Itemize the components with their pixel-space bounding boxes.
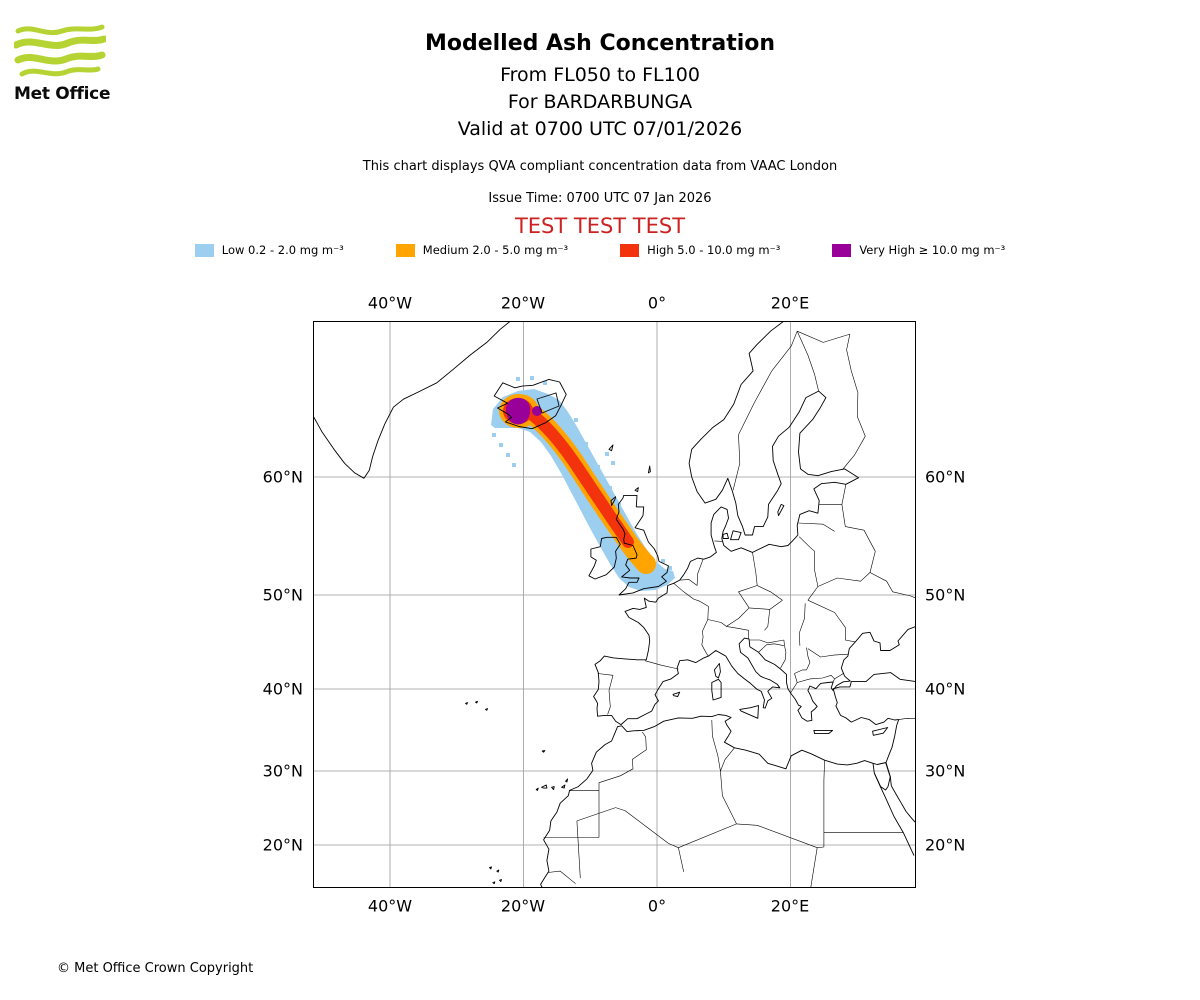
legend-swatch — [620, 243, 640, 257]
legend-item-low: Low 0.2 - 2.0 mg m⁻³ — [194, 243, 344, 257]
contour-outline — [536, 392, 560, 414]
legend-label: Very High ≥ 10.0 mg m⁻³ — [859, 243, 1006, 257]
legend-item-medium: Medium 2.0 - 5.0 mg m⁻³ — [395, 243, 569, 257]
lon-tick-label-top: 20°W — [500, 293, 546, 313]
lat-tick-label-left: 50°N — [262, 585, 303, 605]
legend-item-high: High 5.0 - 10.0 mg m⁻³ — [620, 243, 780, 257]
lon-tick-label-bottom: 0° — [647, 896, 667, 916]
subtitle-volcano: For BARDARBUNGA — [507, 91, 693, 113]
lat-tick-label-right: 20°N — [925, 835, 966, 855]
legend-item-very-high: Very High ≥ 10.0 mg m⁻³ — [832, 243, 1005, 257]
lat-tick-label-right: 50°N — [925, 585, 966, 605]
lon-tick-label-top: 40°W — [367, 293, 413, 313]
subtitle-valid-time: Valid at 0700 UTC 07/01/2026 — [457, 118, 743, 140]
met-office-logo: Met Office — [14, 22, 124, 104]
lat-tick-label-right: 60°N — [925, 467, 966, 487]
subtitle-flight-levels: From FL050 to FL100 — [500, 64, 700, 86]
legend-label: Medium 2.0 - 5.0 mg m⁻³ — [422, 243, 569, 257]
legend-swatch — [832, 243, 852, 257]
lat-tick-label-right: 30°N — [925, 761, 966, 781]
qva-compliance-note: This chart displays QVA compliant concen… — [362, 159, 838, 174]
met-office-waves-icon — [14, 24, 106, 77]
legend-swatch — [194, 243, 214, 257]
lon-tick-label-bottom: 20°W — [500, 896, 546, 916]
lon-tick-label-top: 20°E — [770, 293, 810, 313]
legend-swatch — [395, 243, 415, 257]
map — [313, 321, 916, 888]
lon-tick-label-bottom: 20°E — [770, 896, 810, 916]
plume-very-high — [505, 397, 531, 425]
legend-label: High 5.0 - 10.0 mg m⁻³ — [647, 243, 781, 257]
lat-tick-label-left: 20°N — [262, 835, 303, 855]
legend: Low 0.2 - 2.0 mg m⁻³ Medium 2.0 - 5.0 mg … — [0, 243, 1200, 257]
lon-tick-label-top: 0° — [647, 293, 667, 313]
lat-tick-label-left: 40°N — [262, 679, 303, 699]
lat-tick-label-left: 30°N — [262, 761, 303, 781]
lat-tick-label-left: 60°N — [262, 467, 303, 487]
legend-label: Low 0.2 - 2.0 mg m⁻³ — [221, 243, 344, 257]
test-banner: TEST TEST TEST — [514, 214, 686, 238]
issue-time: Issue Time: 0700 UTC 07 Jan 2026 — [488, 191, 712, 206]
met-office-logo-text: Met Office — [14, 84, 111, 104]
copyright: © Met Office Crown Copyright — [57, 961, 254, 976]
page-title: Modelled Ash Concentration — [424, 31, 776, 56]
lat-tick-label-right: 40°N — [925, 679, 966, 699]
lon-tick-label-bottom: 40°W — [367, 896, 413, 916]
